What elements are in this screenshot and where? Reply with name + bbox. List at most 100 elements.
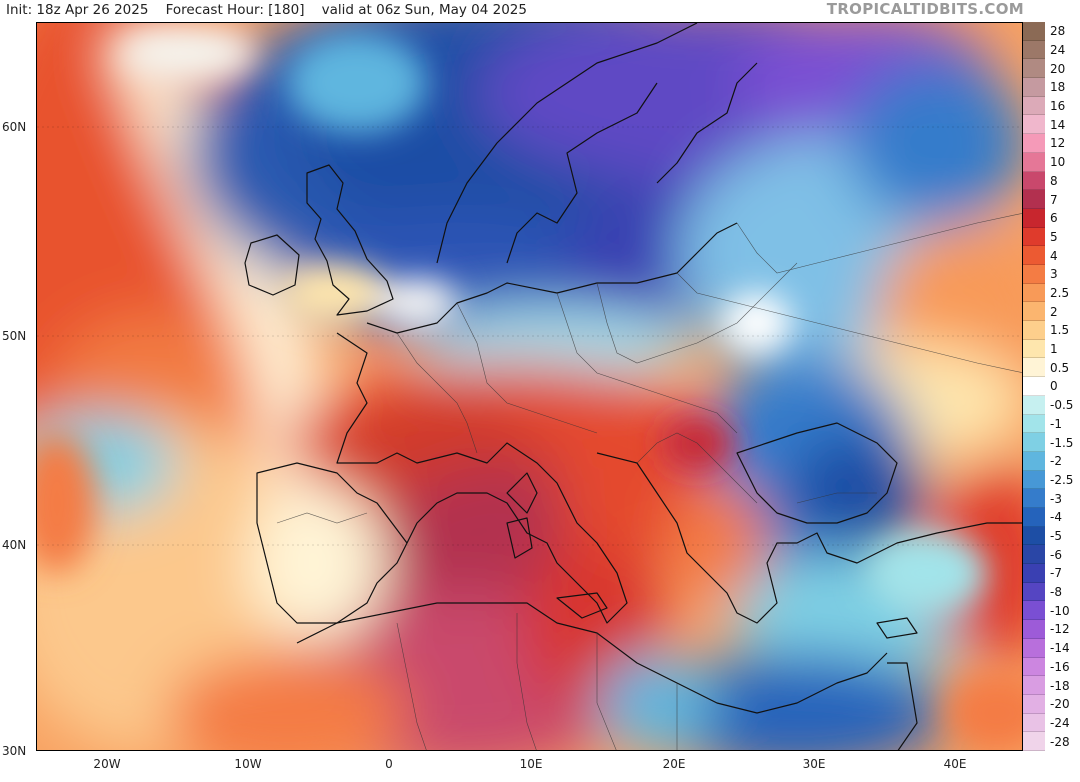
lat-label-60n: 60N (2, 120, 27, 134)
legend-swatch (1023, 526, 1045, 546)
legend-label: 28 (1050, 24, 1066, 39)
sweden-coast (506, 82, 658, 264)
legend-label: 3 (1050, 267, 1058, 282)
legend-level: 6 (1023, 208, 1080, 228)
lon-label-10w: 10W (234, 757, 262, 771)
legend-swatch (1023, 265, 1045, 284)
legend-label: 16 (1050, 99, 1066, 114)
sicily-outline (556, 592, 608, 619)
legend-swatch (1023, 59, 1045, 79)
legend-swatch (1023, 115, 1045, 135)
legend-level: 18 (1023, 78, 1080, 97)
legend-level: -16 (1023, 657, 1080, 677)
coastlines (244, 23, 1022, 750)
iberia-outline (256, 462, 408, 624)
legend-level: -7 (1023, 564, 1080, 583)
legend-swatch (1023, 676, 1045, 695)
legend-level: -1.5 (1023, 433, 1080, 452)
legend-label: -14 (1050, 641, 1070, 656)
legend-swatch (1023, 152, 1045, 172)
legend-level: -20 (1023, 694, 1080, 714)
north-africa-coast (296, 602, 888, 714)
color-legend: 28 24 20 18 16 14 12 10 8 7 6 5 4 3 2.5 2 1.5 1 0.5 0 -0.5 -1… (1023, 22, 1080, 751)
legend-swatch (1023, 358, 1045, 378)
legend-label: 2 (1050, 304, 1058, 319)
legend-level: -18 (1023, 676, 1080, 695)
country-borders (276, 213, 1022, 750)
lat-label-40n: 40N (2, 538, 27, 552)
legend-label: -0.5 (1050, 398, 1074, 413)
lon-label-10e: 10E (519, 757, 543, 771)
legend-swatch (1023, 433, 1045, 452)
legend-swatch (1023, 713, 1045, 733)
legend-level: -5 (1023, 526, 1080, 546)
legend-level: 3 (1023, 265, 1080, 284)
legend-level: 24 (1023, 40, 1080, 60)
map-header: Init: 18z Apr 26 2025 Forecast Hour: [18… (0, 0, 1080, 22)
legend-level: 28 (1023, 22, 1080, 41)
valid-time: valid at 06z Sun, May 04 2025 (321, 2, 527, 18)
lat-label-30n: 30N (2, 744, 27, 758)
legend-label: 24 (1050, 43, 1066, 58)
legend-level: -4 (1023, 508, 1080, 527)
legend-level: 7 (1023, 190, 1080, 209)
forecast-info: Init: 18z Apr 26 2025 Forecast Hour: [18… (6, 2, 527, 18)
legend-label: -24 (1050, 715, 1070, 730)
legend-level: -3 (1023, 489, 1080, 508)
legend-swatch (1023, 601, 1045, 621)
legend-label: 6 (1050, 211, 1058, 226)
legend-level: 16 (1023, 96, 1080, 116)
legend-level: -10 (1023, 601, 1080, 621)
legend-swatch (1023, 414, 1045, 434)
legend-swatch (1023, 620, 1045, 639)
legend-swatch (1023, 227, 1045, 247)
legend-swatch (1023, 545, 1045, 565)
legend-label: 0.5 (1050, 360, 1070, 375)
map-canvas (37, 23, 1022, 750)
anomaly-map (36, 22, 1023, 751)
legend-swatch (1023, 395, 1045, 415)
great-britain-outline (306, 164, 394, 316)
legend-level: -24 (1023, 713, 1080, 733)
legend-swatch (1023, 134, 1045, 153)
legend-label: 7 (1050, 192, 1058, 207)
legend-label: -16 (1050, 659, 1070, 674)
legend-level: 0.5 (1023, 358, 1080, 378)
legend-swatch (1023, 321, 1045, 340)
legend-swatch (1023, 732, 1045, 751)
legend-swatch (1023, 40, 1045, 60)
legend-swatch (1023, 78, 1045, 97)
legend-label: -1 (1050, 416, 1062, 431)
legend-label: -2.5 (1050, 472, 1074, 487)
black-sea-outline (736, 422, 898, 524)
legend-swatch (1023, 377, 1045, 396)
legend-label: -10 (1050, 603, 1070, 618)
legend-label: -6 (1050, 547, 1062, 562)
legend-level: 2 (1023, 302, 1080, 322)
lat-label-50n: 50N (2, 329, 27, 343)
legend-swatch (1023, 171, 1045, 191)
legend-swatch (1023, 246, 1045, 265)
legend-swatch (1023, 657, 1045, 677)
legend-label: -2 (1050, 454, 1062, 469)
legend-level: -0.5 (1023, 395, 1080, 415)
cyprus-outline (876, 617, 918, 639)
legend-level: -14 (1023, 638, 1080, 658)
legend-swatch (1023, 694, 1045, 714)
legend-label: 8 (1050, 173, 1058, 188)
legend-label: -4 (1050, 510, 1062, 525)
legend-level: 12 (1023, 134, 1080, 153)
legend-label: 2.5 (1050, 286, 1070, 301)
legend-level: -1 (1023, 414, 1080, 434)
legend-swatch (1023, 22, 1045, 41)
legend-label: 5 (1050, 229, 1058, 244)
lon-label-20e: 20E (662, 757, 686, 771)
legend-swatch (1023, 96, 1045, 116)
france-italy-coast (336, 332, 628, 624)
anomaly-field-broad (37, 23, 1022, 750)
legend-label: -20 (1050, 697, 1070, 712)
legend-swatch (1023, 489, 1045, 508)
legend-label: -5 (1050, 529, 1062, 544)
legend-label: 12 (1050, 136, 1066, 151)
legend-swatch (1023, 638, 1045, 658)
